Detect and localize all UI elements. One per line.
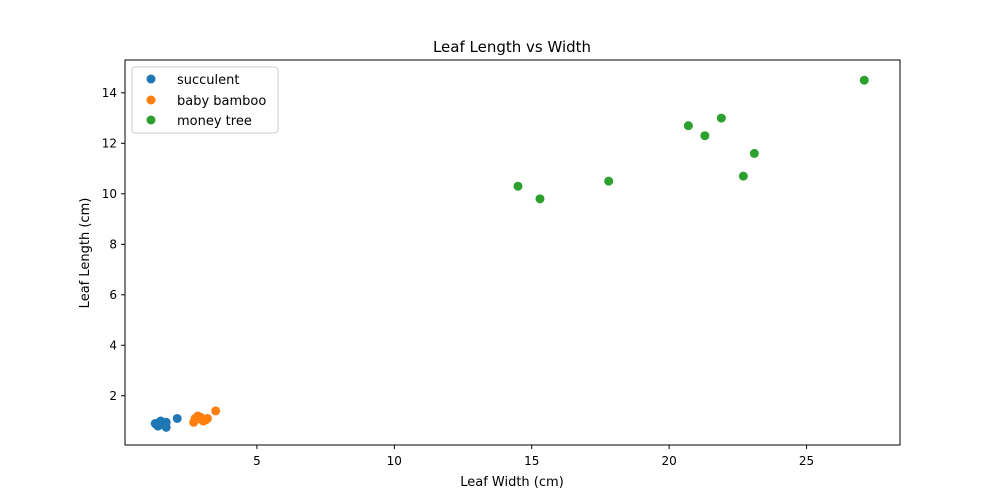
x-axis-ticks: 5 10 15 20 25 <box>253 445 814 468</box>
data-point-baby-bamboo <box>202 413 212 423</box>
data-point-money-tree <box>604 176 614 186</box>
y-axis-label: Leaf Length (cm) <box>78 198 93 309</box>
x-tick-label: 25 <box>799 454 814 468</box>
data-point-money-tree <box>513 181 523 191</box>
x-axis-label: Leaf Width (cm) <box>460 475 564 490</box>
series-succulent <box>150 413 182 432</box>
legend-marker-succulent <box>146 74 156 84</box>
data-points <box>150 75 869 432</box>
data-point-money-tree <box>749 148 759 158</box>
data-point-baby-bamboo <box>194 413 204 423</box>
data-point-baby-bamboo <box>211 406 221 416</box>
data-point-succulent <box>172 413 182 423</box>
x-tick-label: 20 <box>662 454 677 468</box>
y-axis-ticks: 2 4 6 8 10 12 14 <box>102 86 125 403</box>
data-point-money-tree <box>683 121 693 131</box>
y-tick-label: 8 <box>109 237 117 251</box>
legend-box <box>131 66 279 134</box>
y-tick-label: 6 <box>109 288 117 302</box>
y-tick-label: 4 <box>109 338 117 352</box>
legend-label-money-tree: money tree <box>177 114 252 129</box>
x-tick-label: 15 <box>524 454 539 468</box>
legend-marker-baby-bamboo <box>146 95 156 105</box>
x-tick-label: 10 <box>387 454 402 468</box>
x-tick-label: 5 <box>253 454 261 468</box>
y-tick-label: 2 <box>109 389 117 403</box>
data-point-succulent <box>152 420 162 430</box>
data-point-money-tree <box>716 113 726 123</box>
legend: succulent baby bamboo money tree <box>131 66 279 134</box>
y-tick-label: 14 <box>102 86 117 100</box>
y-tick-label: 12 <box>102 136 117 150</box>
chart-title: Leaf Length vs Width <box>433 38 591 56</box>
data-point-money-tree <box>535 194 545 204</box>
legend-label-baby-bamboo: baby bamboo <box>177 94 266 109</box>
legend-label-succulent: succulent <box>177 73 240 88</box>
y-tick-label: 10 <box>102 187 117 201</box>
data-point-money-tree <box>738 171 748 181</box>
legend-marker-money-tree <box>146 115 156 125</box>
data-point-money-tree <box>859 75 869 85</box>
series-money-tree <box>513 75 869 204</box>
series-baby-bamboo <box>189 406 221 427</box>
data-point-money-tree <box>700 131 710 141</box>
